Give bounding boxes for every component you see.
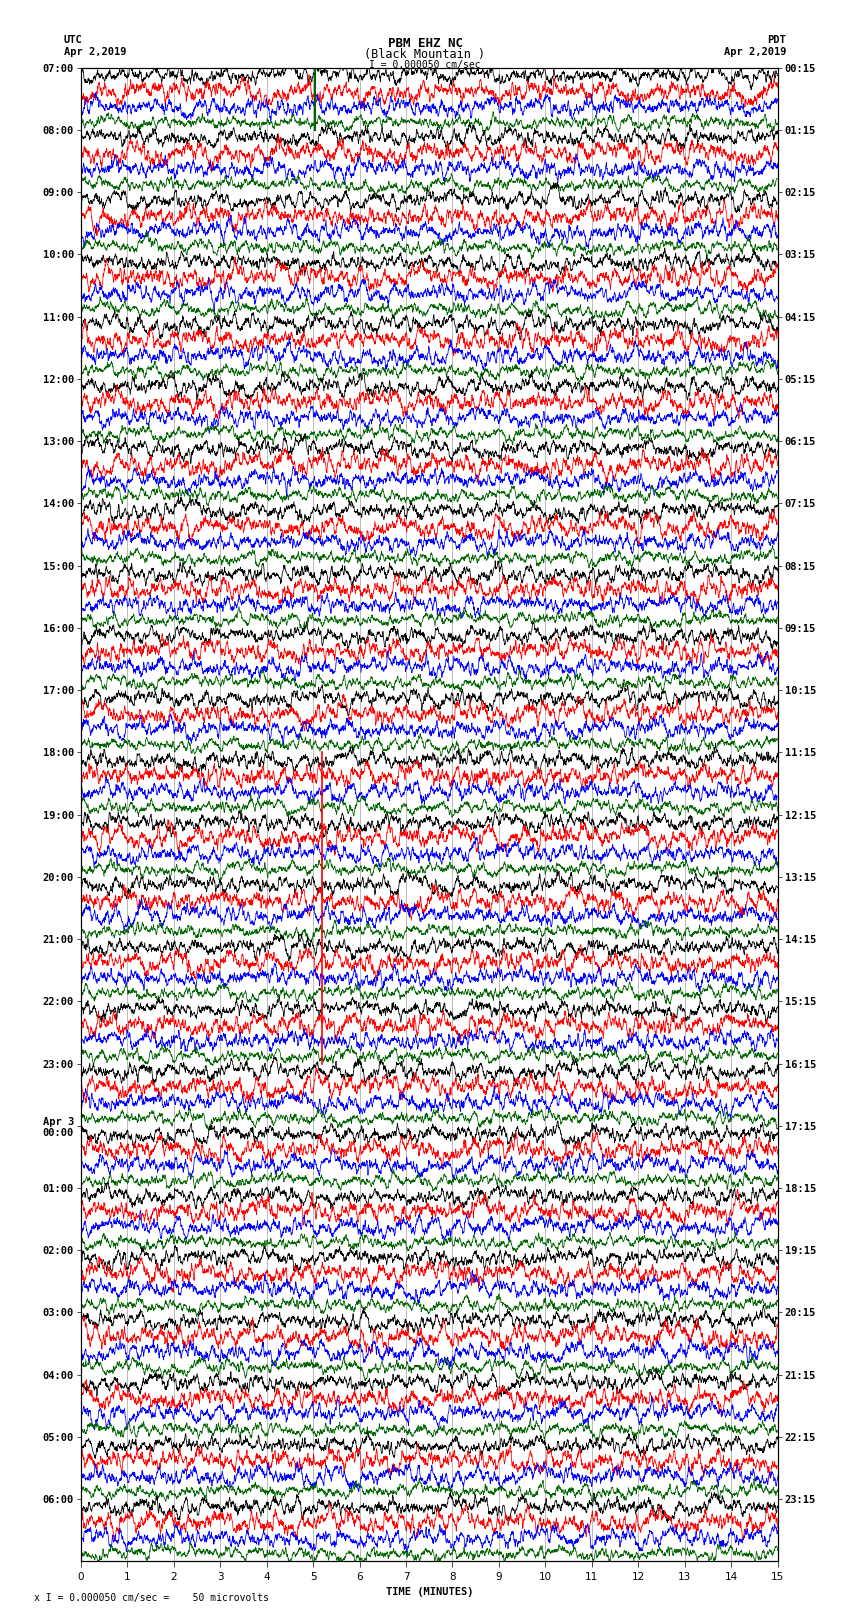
Text: Apr 2,2019: Apr 2,2019 <box>723 47 786 56</box>
Text: (Black Mountain ): (Black Mountain ) <box>365 48 485 61</box>
Text: PBM EHZ NC: PBM EHZ NC <box>388 37 462 50</box>
Text: x I = 0.000050 cm/sec =    50 microvolts: x I = 0.000050 cm/sec = 50 microvolts <box>34 1594 269 1603</box>
Text: PDT: PDT <box>768 35 786 45</box>
X-axis label: TIME (MINUTES): TIME (MINUTES) <box>386 1587 473 1597</box>
Text: I = 0.000050 cm/sec: I = 0.000050 cm/sec <box>369 60 481 69</box>
Text: Apr 2,2019: Apr 2,2019 <box>64 47 127 56</box>
Text: UTC: UTC <box>64 35 82 45</box>
